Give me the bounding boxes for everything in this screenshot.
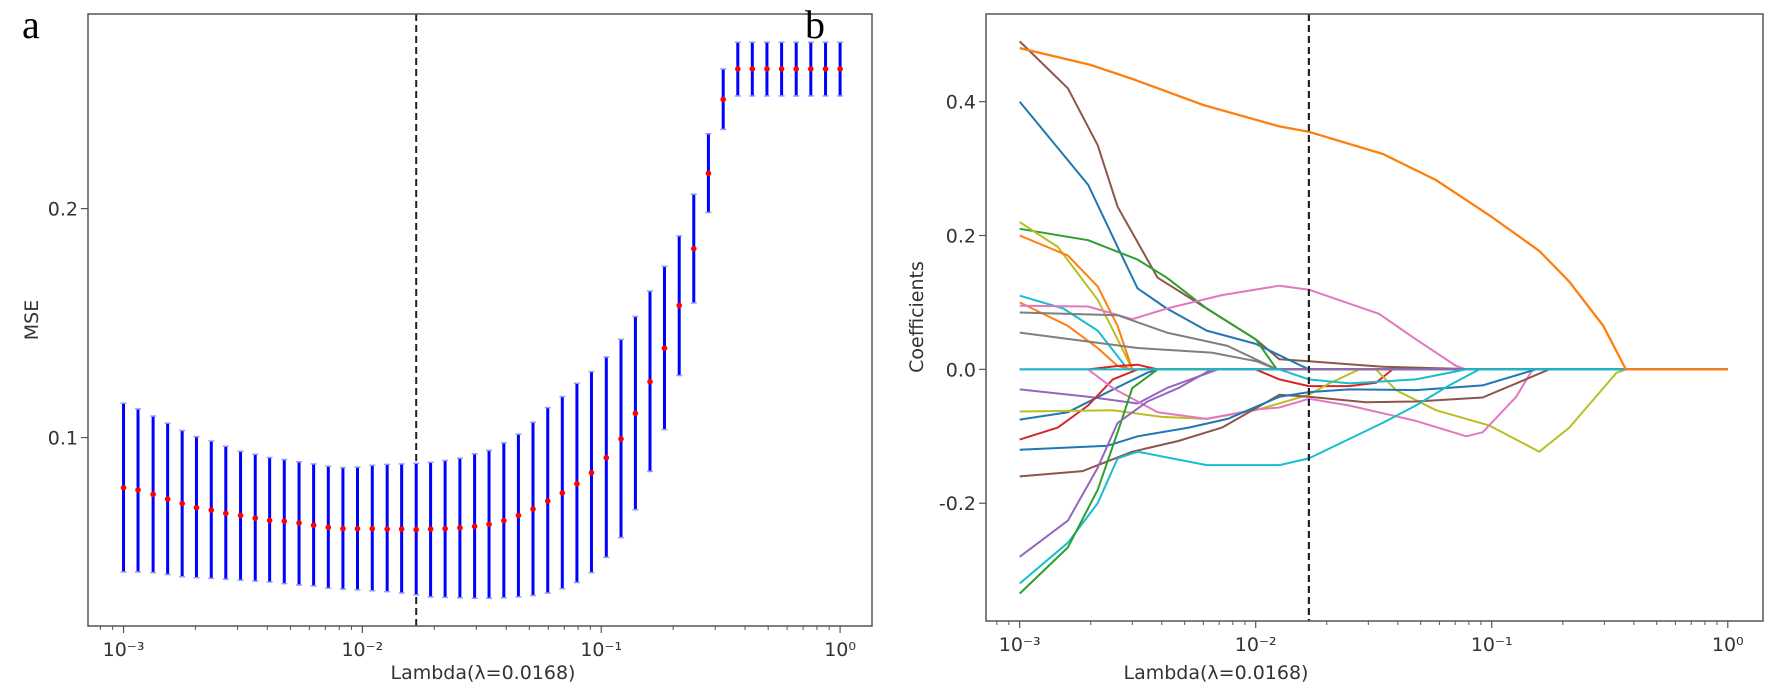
panel-a-x-tick-label: 10⁻²: [341, 639, 383, 661]
mse-point: [310, 522, 317, 529]
mse-point: [179, 500, 185, 507]
coefficient-path-22: [1019, 368, 1728, 558]
mse-point: [193, 504, 200, 511]
coefficient-path-23: [1019, 368, 1728, 385]
panel-b-y-tick-label: -0.2: [939, 493, 976, 515]
coefficient-path-3: [1018, 101, 1728, 371]
coefficient-path-2: [1019, 40, 1728, 371]
mse-point: [164, 496, 171, 502]
mse-point: [471, 523, 478, 530]
mse-point: [150, 491, 156, 498]
panel-a-x-tick-label: 10⁰: [824, 639, 856, 661]
mse-point: [208, 507, 215, 513]
mse-point: [559, 490, 566, 496]
mse-point: [603, 454, 610, 461]
mse-point: [676, 302, 682, 309]
panel-a-xlabel: Lambda(λ=0.0168): [391, 662, 576, 684]
mse-point: [384, 526, 390, 532]
coefficient-path-19: [1019, 368, 1728, 451]
coefficient-path-1: [1019, 47, 1728, 371]
mse-point: [222, 510, 229, 517]
mse-point: [325, 524, 332, 531]
mse-point: [120, 484, 127, 491]
mse-point: [252, 515, 259, 521]
mse-point: [720, 96, 726, 103]
panel-a-ylabel: MSE: [21, 300, 43, 340]
mse-point: [808, 66, 814, 72]
panel-b-y-tick-label: 0.0: [946, 359, 976, 381]
panel-a-y-tick-label: 0.1: [48, 428, 78, 450]
mse-point: [778, 66, 785, 72]
mse-point: [530, 506, 536, 512]
mse-point: [340, 525, 346, 532]
mse-point: [413, 526, 420, 533]
panel-b-label: b: [805, 2, 825, 47]
panel-a-x-tick-label: 10⁻¹: [580, 639, 622, 661]
mse-point: [705, 170, 712, 177]
mse-point: [632, 410, 639, 417]
mse-point: [501, 517, 507, 524]
mse-point: [486, 521, 492, 528]
coefficient-path-12: [1019, 363, 1728, 388]
panel-b-y-tick-label: 0.2: [946, 226, 976, 248]
mse-point: [135, 487, 141, 493]
mse-point: [588, 470, 595, 476]
mse-point: [515, 512, 522, 519]
mse-point: [837, 66, 843, 72]
mse-point: [735, 66, 741, 72]
mse-point: [764, 66, 770, 72]
panel-b-ylabel: Coefficients: [906, 261, 928, 373]
mse-point: [296, 520, 302, 526]
coefficient-path-18: [1019, 368, 1728, 478]
coefficient-path-1-top: [1019, 47, 1728, 371]
mse-point: [281, 518, 288, 524]
mse-point: [822, 66, 829, 72]
mse-point: [427, 526, 434, 532]
panel-b-x-tick-label: 10⁻²: [1235, 634, 1277, 656]
mse-point: [266, 517, 273, 524]
mse-point: [574, 481, 580, 487]
panel-b-y-tick-label: 0.4: [946, 92, 976, 114]
mse-point: [544, 498, 551, 504]
mse-point: [398, 526, 405, 532]
mse-point: [369, 525, 376, 532]
mse-point: [749, 66, 756, 72]
panel-a-mse-plot: a Lambda(λ=0.0168) MSE 10⁻³ 10⁻² 10⁻¹ 10⁰ 0.…: [21, 2, 873, 684]
mse-point: [457, 524, 463, 531]
panel-b-frame: [985, 13, 1764, 622]
mse-point: [237, 512, 244, 519]
mse-point: [647, 378, 653, 385]
panel-b-xlabel: Lambda(λ=0.0168): [1124, 662, 1309, 684]
panel-a-x-tick-label: 10⁻³: [103, 639, 145, 661]
panel-b-x-tick-label: 10⁻¹: [1471, 634, 1513, 656]
mse-point: [793, 66, 800, 72]
mse-point: [690, 245, 697, 252]
panel-a-y-tick-label: 0.2: [48, 199, 78, 221]
mse-point: [354, 525, 361, 532]
panel-b-coefficient-plot: b Lambda(λ=0.0168) Coefficients 10⁻³ 10⁻²…: [805, 2, 1764, 684]
coefficient-path-17: [1019, 368, 1728, 438]
panel-b-x-tick-label: 10⁰: [1712, 634, 1744, 656]
coefficient-path-4: [1019, 227, 1728, 371]
panel-a-frame: [87, 13, 873, 627]
mse-point: [661, 345, 668, 352]
panel-a-label: a: [22, 2, 40, 47]
panel-b-x-tick-label: 10⁻³: [999, 634, 1041, 656]
mse-point: [618, 436, 624, 442]
coefficient-path-20: [1019, 368, 1728, 585]
mse-point: [442, 525, 448, 532]
